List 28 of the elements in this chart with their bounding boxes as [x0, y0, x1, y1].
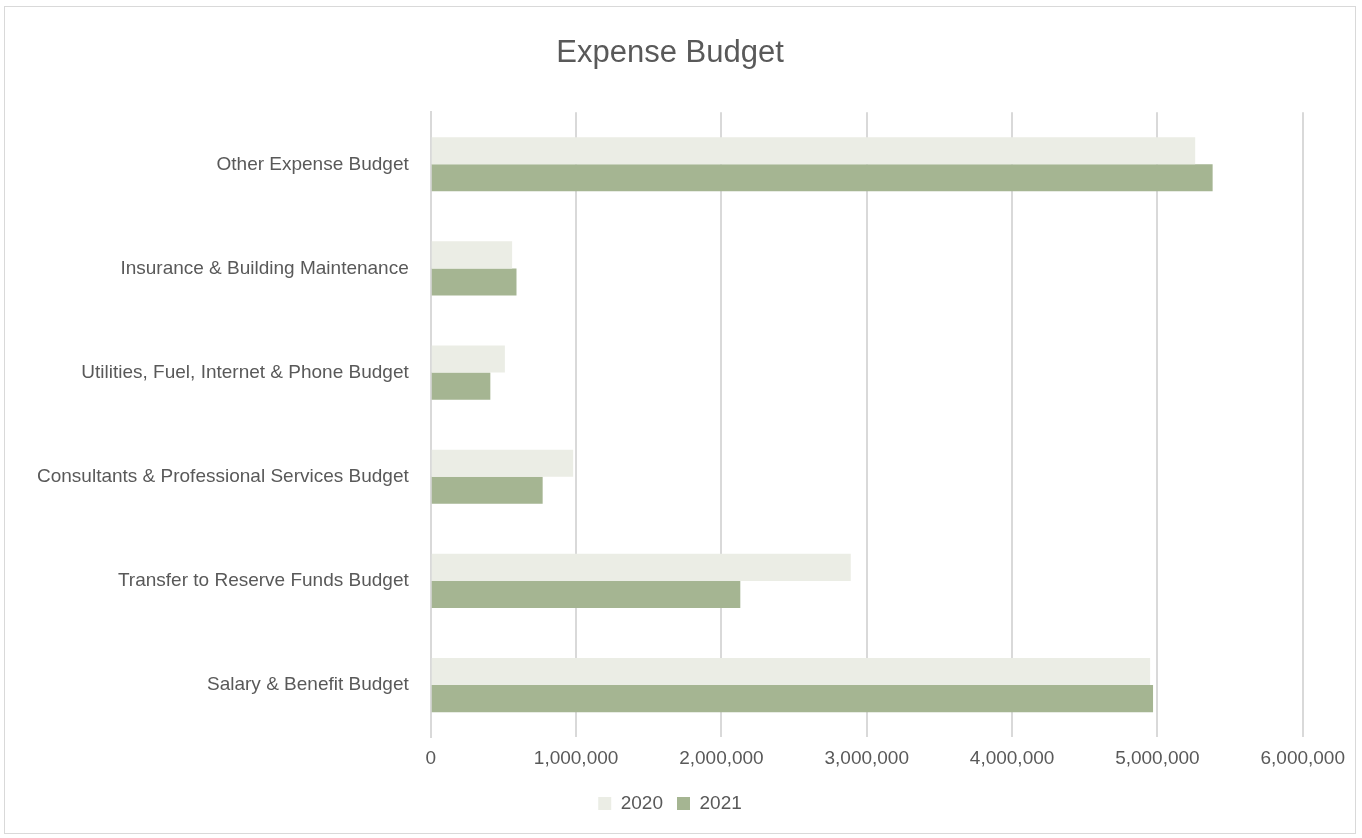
y-tick-label: Other Expense Budget [216, 152, 410, 174]
x-tick-label: 1,000,000 [533, 746, 619, 768]
legend-label: 2020 [620, 791, 664, 813]
chart-title: Expense Budget [556, 34, 785, 70]
legend-label: 2021 [699, 791, 742, 813]
bar [431, 268, 517, 296]
x-tick-label: 5,000,000 [1115, 746, 1200, 768]
y-tick-label: Salary & Benefit Budget [207, 673, 410, 695]
bar [431, 449, 574, 477]
x-tick-label: 4,000,000 [969, 746, 1055, 768]
x-tick-label: 2,000,000 [679, 746, 764, 768]
bar [431, 241, 513, 269]
bar [431, 685, 1154, 713]
bar [431, 137, 1196, 165]
bar [431, 553, 851, 581]
bar [431, 164, 1213, 192]
x-tick-label: 3,000,000 [824, 746, 910, 768]
y-tick-label: Utilities, Fuel, Internet & Phone Budget [81, 360, 410, 382]
bar [431, 345, 505, 373]
bar [431, 580, 741, 609]
bar [431, 658, 1151, 686]
bar [431, 372, 491, 400]
x-tick-label: 6,000,000 [1260, 746, 1345, 768]
x-tick-label: 0 [425, 746, 437, 768]
y-tick-label: Consultants & Professional Services Budget [36, 465, 410, 487]
bar [431, 476, 543, 504]
y-tick-label: Insurance & Building Maintenance [120, 256, 409, 278]
y-tick-label: Transfer to Reserve Funds Budget [117, 569, 410, 591]
